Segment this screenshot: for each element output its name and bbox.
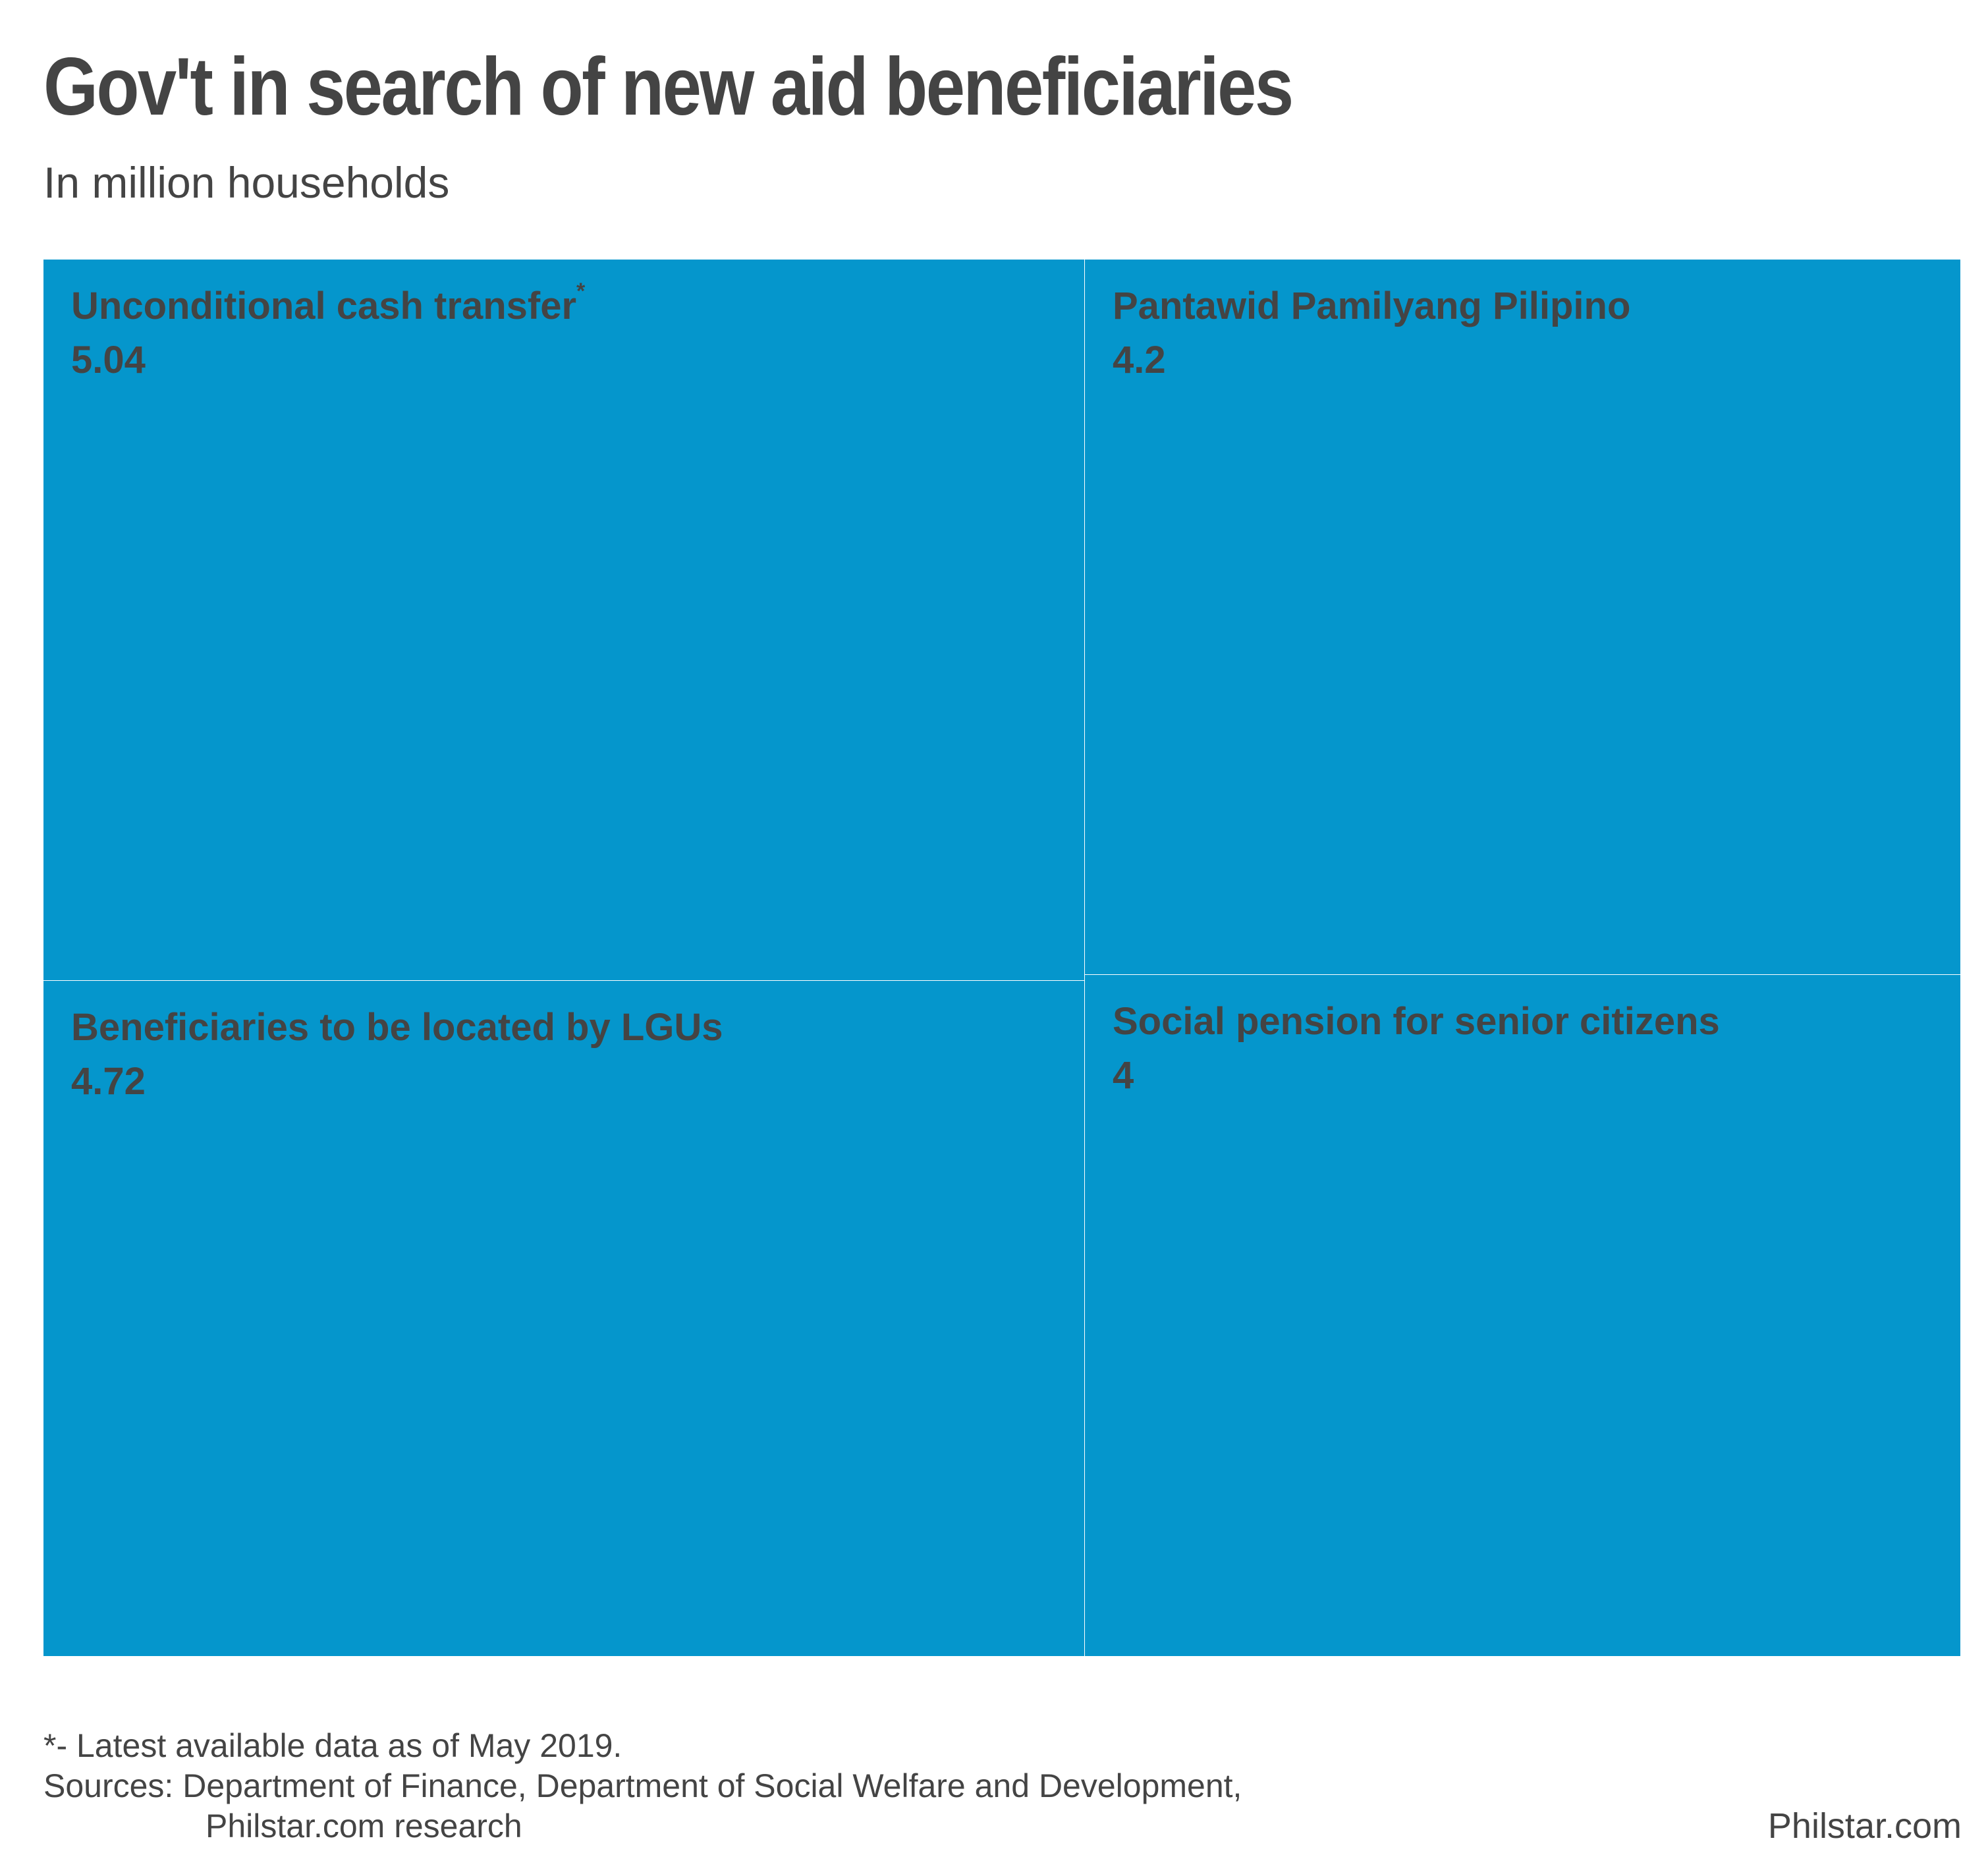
tile-label: Pantawid Pamilyang Pilipino 4.2 (1113, 279, 1630, 388)
chart-title: Gov't in search of new aid beneficiaries (43, 42, 1294, 132)
tile-label: Beneficiaries to be located by LGUs 4.72 (71, 1001, 723, 1109)
tile-category-name: Social pension for senior citizens (1113, 1000, 1720, 1043)
footnote-marker: * (576, 279, 586, 304)
tile-value: 4.2 (1113, 339, 1166, 382)
tile-pantawid-pamilyang-pilipino: Pantawid Pamilyang Pilipino 4.2 (1085, 260, 1960, 975)
tile-value: 4.72 (71, 1060, 146, 1103)
tile-label: Unconditional cash transfer* 5.04 (71, 279, 585, 388)
tile-social-pension-for-senior-citizens: Social pension for senior citizens 4 (1085, 975, 1960, 1656)
tile-label: Social pension for senior citizens 4 (1113, 995, 1720, 1103)
footnote-sources-continued: Philstar.com research (206, 1808, 522, 1844)
footnote-sources: Sources: Department of Finance, Departme… (43, 1767, 1242, 1804)
tile-category-name: Pantawid Pamilyang Pilipino (1113, 285, 1631, 327)
tile-beneficiaries-to-be-located-by-lgus: Beneficiaries to be located by LGUs 4.72 (43, 981, 1085, 1656)
tile-value: 4 (1113, 1054, 1134, 1097)
brand-credit: Philstar.com (1767, 1806, 1962, 1846)
footnote: *- Latest available data as of May 2019.… (43, 1726, 1242, 1846)
footnote-note: *- Latest available data as of May 2019. (43, 1727, 622, 1764)
tile-category-name: Unconditional cash transfer (71, 285, 577, 327)
tile-value: 5.04 (71, 339, 146, 382)
treemap-chart: Unconditional cash transfer* 5.04 Benefici… (43, 260, 1960, 1656)
tile-unconditional-cash-transfer: Unconditional cash transfer* 5.04 (43, 260, 1085, 981)
chart-subtitle: In million households (43, 158, 450, 207)
tile-category-name: Beneficiaries to be located by LGUs (71, 1006, 723, 1049)
